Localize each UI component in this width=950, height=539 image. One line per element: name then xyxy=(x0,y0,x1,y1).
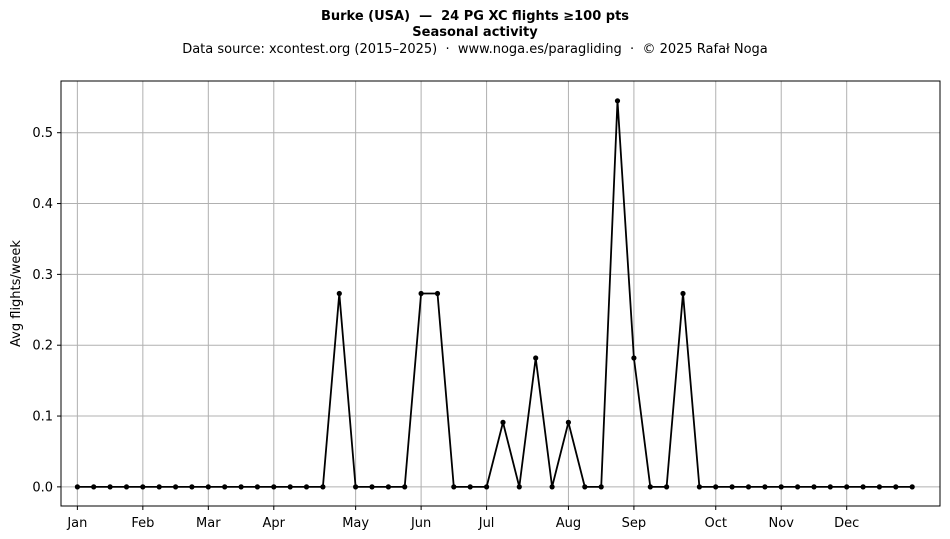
y-tick-label: 0.4 xyxy=(32,197,53,212)
data-point xyxy=(271,484,277,490)
chart-title: Burke (USA) — 24 PG XC flights ≥100 pts xyxy=(320,9,630,24)
x-tick-label: Jan xyxy=(66,516,87,531)
data-point xyxy=(631,355,637,361)
chart-subtitle: Seasonal activity xyxy=(412,25,538,40)
y-tick-label: 0.1 xyxy=(32,410,53,425)
data-point xyxy=(353,484,359,490)
x-tick-label: Jul xyxy=(478,516,495,531)
series-line xyxy=(77,99,913,488)
chart-source-line: Data source: xcontest.org (2015–2025) · … xyxy=(182,42,768,57)
x-tick-label: Dec xyxy=(834,516,859,531)
data-point xyxy=(647,484,653,490)
x-tick-label: Nov xyxy=(769,516,795,531)
x-tick-label: Aug xyxy=(556,516,581,531)
data-point xyxy=(778,484,784,490)
data-point xyxy=(500,419,506,425)
x-tick-label: May xyxy=(342,516,369,531)
data-point xyxy=(844,484,850,490)
data-point xyxy=(484,484,490,490)
data-point xyxy=(336,290,342,297)
data-point xyxy=(680,290,686,297)
data-point xyxy=(582,484,588,490)
data-point xyxy=(107,484,113,490)
data-point xyxy=(451,484,457,490)
data-point xyxy=(402,484,408,490)
data-point xyxy=(173,484,179,490)
y-tick-label: 0.5 xyxy=(32,126,53,141)
y-tick-label: 0.0 xyxy=(32,480,53,495)
data-point xyxy=(189,484,195,490)
data-point xyxy=(467,484,473,490)
data-point xyxy=(696,484,703,490)
data-point xyxy=(860,484,866,490)
x-tick-label: Feb xyxy=(131,516,154,531)
y-tick-label: 0.3 xyxy=(32,268,53,283)
data-point xyxy=(565,419,572,425)
data-point xyxy=(811,484,817,490)
data-point xyxy=(91,484,97,490)
x-axis-ticks: Jan Feb Mar Apr May Jun Jul Aug Sep Oct Nov Dec xyxy=(66,506,859,531)
series-layer xyxy=(74,98,915,490)
data-point xyxy=(205,484,211,490)
data-point xyxy=(827,484,833,490)
data-point xyxy=(254,484,260,490)
data-point xyxy=(238,484,244,490)
data-point xyxy=(123,484,130,490)
y-axis-ticks: 0.0 0.1 0.2 0.3 0.4 0.5 xyxy=(32,126,61,495)
data-point xyxy=(614,98,621,104)
data-point xyxy=(74,484,80,490)
data-point xyxy=(287,484,293,490)
data-point xyxy=(434,290,441,297)
data-point xyxy=(762,484,768,490)
data-point xyxy=(140,484,146,490)
x-tick-label: Sep xyxy=(622,516,647,531)
data-point xyxy=(664,484,670,490)
data-point xyxy=(418,290,424,297)
x-tick-label: Apr xyxy=(263,516,286,531)
data-point xyxy=(385,484,391,490)
chart-titles: Burke (USA) — 24 PG XC flights ≥100 pts … xyxy=(0,9,950,59)
data-point xyxy=(598,484,604,490)
x-tick-label: Jun xyxy=(410,516,431,531)
data-point xyxy=(909,484,915,490)
data-point xyxy=(320,484,326,490)
y-axis-label: Avg flights/week xyxy=(9,240,24,347)
data-point xyxy=(303,484,310,490)
plot-frame xyxy=(60,80,941,507)
data-point xyxy=(156,484,162,490)
data-point xyxy=(222,484,228,490)
data-point xyxy=(549,484,555,490)
x-tick-label: Oct xyxy=(705,516,727,531)
grid-lines xyxy=(61,81,940,506)
y-tick-label: 0.2 xyxy=(32,339,53,354)
data-point xyxy=(516,484,522,490)
x-tick-label: Mar xyxy=(196,516,221,531)
data-point xyxy=(893,484,899,490)
data-point xyxy=(533,355,539,361)
data-point xyxy=(795,484,801,490)
data-point xyxy=(713,484,719,490)
data-point xyxy=(745,484,752,490)
data-point xyxy=(876,484,883,490)
data-point xyxy=(729,484,735,490)
data-point xyxy=(369,484,375,490)
